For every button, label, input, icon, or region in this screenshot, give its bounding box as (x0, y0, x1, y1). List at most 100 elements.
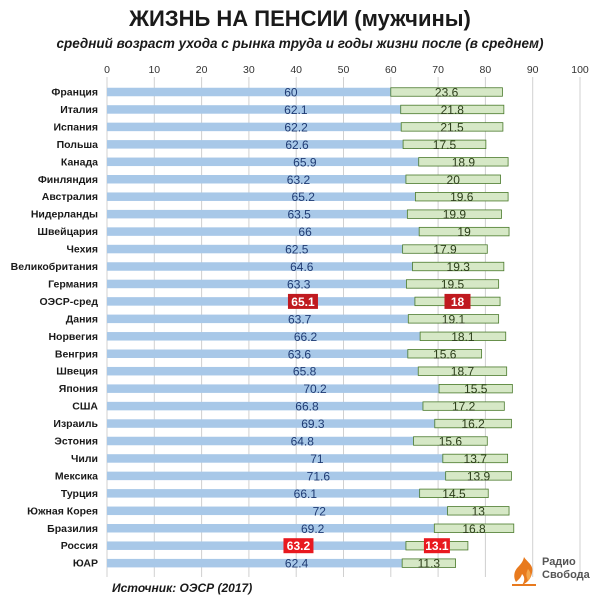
data-label-series1: 63.6 (288, 347, 312, 361)
bar-series1 (107, 349, 408, 358)
x-tick-label: 40 (290, 64, 302, 76)
category-label: Канада (61, 156, 98, 168)
bar-series1 (107, 436, 414, 446)
data-label-series2: 17.9 (433, 243, 457, 257)
data-label-series2: 15.5 (464, 382, 488, 396)
bar-series2 (418, 157, 509, 167)
data-label-series2: 19.5 (441, 277, 465, 291)
category-label: Венгрия (55, 348, 98, 360)
bar-series2 (407, 349, 483, 359)
category-label: Япония (59, 383, 98, 395)
category-label: Южная Корея (27, 505, 98, 517)
category-label: Австралия (42, 191, 98, 203)
bar-series2 (406, 279, 500, 289)
x-tick-label: 70 (432, 64, 444, 76)
data-label-series1: 62.5 (285, 243, 309, 257)
data-label-series2: 17.5 (433, 138, 457, 152)
data-label-series2: 16.8 (462, 522, 486, 536)
bar-series2 (419, 488, 489, 499)
data-label-series2: 21.5 (440, 120, 464, 134)
data-label-series2: 18.1 (451, 330, 475, 344)
data-label-series2: 19.1 (442, 312, 466, 326)
data-label-series1: 65.2 (292, 190, 316, 204)
bar-series1 (107, 541, 406, 550)
category-label: Израиль (53, 418, 98, 430)
bar-series2 (447, 506, 510, 516)
data-label-series1: 66.2 (294, 330, 318, 344)
data-label-series1: 64.6 (290, 260, 314, 274)
category-label: Мексика (55, 470, 98, 482)
bar-series1 (107, 489, 420, 498)
bar-series2 (402, 244, 488, 254)
bar-series1 (107, 105, 401, 114)
bar-series1 (107, 297, 415, 306)
bar-series1 (107, 401, 423, 411)
highlight-box (444, 293, 471, 309)
source-note: Источник: ОЭСР (2017) (112, 581, 253, 595)
bar-series1 (107, 366, 419, 376)
bar-series2 (433, 523, 515, 533)
bar-series1 (107, 506, 448, 516)
data-label-series1: 63.3 (287, 277, 311, 291)
highlight-box (423, 538, 450, 554)
data-label-series1: 63.2 (287, 539, 311, 553)
data-label-series1: 66 (298, 225, 312, 239)
data-label-series1: 66.8 (295, 400, 319, 414)
data-label-series2: 15.6 (433, 347, 457, 361)
data-label-series1: 65.9 (293, 155, 317, 169)
highlight-box (283, 538, 314, 554)
x-tick-label: 100 (571, 64, 589, 76)
category-label: Швейцария (37, 226, 98, 238)
data-label-series1: 62.6 (285, 138, 309, 152)
x-tick-label: 90 (527, 64, 539, 76)
bar-series1 (107, 122, 402, 132)
bar-series2 (422, 401, 505, 411)
category-label: ОЭСР-сред (40, 296, 99, 308)
bar-series2 (406, 209, 502, 219)
category-label: Испания (54, 121, 99, 133)
x-tick-label: 20 (196, 64, 208, 76)
bar-series2 (438, 383, 513, 394)
category-label: Швеция (56, 366, 98, 378)
data-label-series1: 64.8 (291, 435, 315, 449)
data-label-series1: 63.5 (287, 208, 311, 222)
category-label: Бразилия (47, 523, 98, 535)
data-label-series2: 19.6 (450, 190, 474, 204)
bar-series2 (419, 331, 507, 341)
category-label: Россия (61, 540, 98, 552)
category-label: Польша (57, 139, 99, 151)
x-tick-label: 50 (338, 64, 350, 76)
bar-series2 (418, 226, 510, 237)
bar-series2 (434, 418, 512, 429)
category-label: США (72, 401, 98, 413)
data-label-series2: 15.6 (439, 435, 463, 449)
x-tick-label: 30 (243, 64, 255, 76)
data-label-series1: 70.2 (303, 382, 327, 396)
bar-series1 (107, 279, 407, 289)
category-label: Чили (71, 453, 98, 465)
bar-series1 (107, 192, 416, 201)
bar-series2 (445, 471, 512, 481)
data-label-series2: 13 (472, 504, 486, 518)
bar-series1 (107, 244, 403, 254)
data-label-series2: 14.5 (442, 487, 466, 501)
data-label-series2: 13.9 (467, 469, 491, 483)
data-label-series1: 62.4 (285, 557, 309, 571)
bar-series1 (107, 332, 421, 341)
data-label-series1: 69.2 (301, 522, 325, 536)
category-label: Норвегия (48, 331, 98, 343)
data-label-series1: 65.1 (291, 295, 315, 309)
data-label-series1: 62.2 (284, 120, 308, 134)
data-label-series2: 17.2 (452, 400, 476, 414)
bar-series2 (442, 453, 509, 464)
x-tick-label: 0 (104, 64, 110, 76)
data-label-series2: 21.8 (441, 103, 465, 117)
data-label-series2: 13.7 (464, 452, 488, 466)
data-label-series2: 18 (451, 295, 465, 309)
bar-series1 (107, 524, 435, 533)
category-label: Франция (51, 87, 98, 99)
bar-series1 (107, 157, 419, 167)
bar-series2 (412, 261, 505, 272)
logo-name: Радио Свобода (542, 556, 590, 581)
bar-series2 (417, 366, 508, 376)
